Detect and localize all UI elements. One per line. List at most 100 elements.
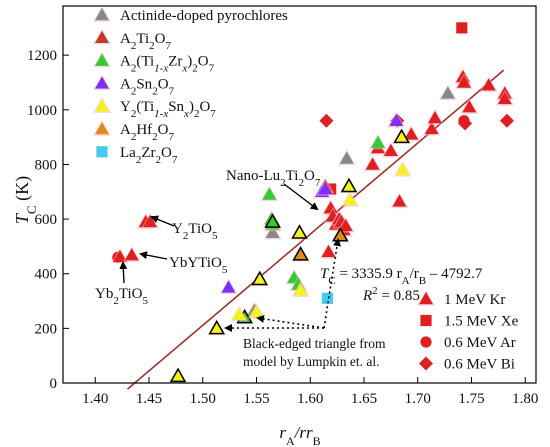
arrow-ybytio5 bbox=[139, 251, 168, 260]
x-tick-label: 1.65 bbox=[351, 391, 377, 407]
ion-legend: 1 MeV Kr 1.5 MeV Xe 0.6 MeV Ar 0.6 MeV Bi bbox=[417, 290, 519, 373]
data-point-y_sn bbox=[232, 307, 247, 320]
legend-marker-la_zr bbox=[96, 146, 108, 158]
data-point-a2ti2o7 bbox=[124, 248, 139, 261]
x-axis-label: rA/rrB bbox=[279, 423, 320, 447]
data-point-a2ti2o7 bbox=[499, 113, 514, 128]
arrow-nano-1 bbox=[283, 183, 319, 211]
data-point-y_sn bbox=[293, 283, 308, 296]
legend-marker-y_sn bbox=[95, 99, 109, 112]
annotation-yb2tio5: Yb2TiO5 bbox=[95, 286, 148, 307]
legend-label-la_zr: La2Zr2O7 bbox=[120, 145, 178, 166]
data-point-y_sn bbox=[393, 128, 410, 144]
legend-ion-label: 1 MeV Kr bbox=[444, 292, 505, 308]
y-tick-label: 1200 bbox=[27, 48, 57, 64]
annotation-lumpkin-2: model by Lumpkin et. al. bbox=[243, 354, 379, 369]
legend-label-actinide: Actinide-doped pyrochlores bbox=[120, 8, 288, 24]
data-point-a2ti2o7 bbox=[427, 111, 442, 124]
data-point-la_zr bbox=[321, 292, 334, 304]
y-tick-label: 200 bbox=[35, 321, 58, 337]
data-point-a2ti2o7 bbox=[392, 194, 407, 207]
annotation-nano-lu2ti2o7: Nano-Lu2Ti2O7 bbox=[226, 168, 321, 189]
x-tick-label: 1.70 bbox=[405, 391, 431, 407]
data-point-a2ti2o7 bbox=[338, 218, 353, 232]
legend-ion-label: 0.6 MeV Ar bbox=[444, 335, 516, 351]
data-point-a2ti2o7 bbox=[481, 78, 496, 91]
data-point-a2ti2o7 bbox=[424, 121, 439, 135]
data-point-y_sn bbox=[291, 224, 308, 239]
data-point-sn bbox=[318, 182, 333, 195]
annotation-lumpkin-1: Black-edged triangle from bbox=[243, 336, 386, 351]
legend-label-sn: A2Sn2O7 bbox=[120, 76, 175, 97]
data-point-y_sn bbox=[340, 177, 358, 193]
y-tick-label: 400 bbox=[35, 267, 58, 283]
legend-ion-triangle bbox=[419, 292, 433, 305]
legend-marker-zr bbox=[95, 53, 109, 66]
legend-ion-diamond bbox=[419, 356, 433, 371]
y-tick-label: 600 bbox=[35, 212, 58, 228]
legend-marker-a2ti2o7 bbox=[95, 30, 109, 44]
data-point-sn bbox=[221, 280, 236, 293]
data-point-zr bbox=[370, 135, 385, 148]
x-tick-label: 1.80 bbox=[512, 391, 538, 407]
data-point-y_sn bbox=[249, 304, 264, 318]
r-squared: R2 = 0.85 bbox=[362, 285, 420, 304]
data-point-actinide bbox=[265, 225, 280, 238]
data-point-zr bbox=[264, 213, 281, 228]
arrow-y2tio5 bbox=[150, 215, 175, 227]
legend-ion-label: 1.5 MeV Xe bbox=[444, 314, 519, 330]
data-point-sn bbox=[389, 113, 404, 126]
x-tick-label: 1.55 bbox=[243, 391, 269, 407]
data-point-a2ti2o7 bbox=[462, 100, 477, 113]
legend-label-zr: A2(Ti1-xZrx)2O7 bbox=[120, 54, 215, 75]
data-point-a2ti2o7 bbox=[321, 244, 336, 258]
data-point-actinide bbox=[339, 151, 354, 164]
data-points bbox=[110, 22, 514, 383]
data-point-a2ti2o7 bbox=[112, 249, 127, 263]
legend-label-hf: A2Hf2O7 bbox=[120, 122, 175, 143]
data-point-a2ti2o7 bbox=[456, 75, 471, 88]
data-point-a2ti2o7 bbox=[383, 143, 398, 157]
series-legend: Actinide-doped pyrochlores A2Ti2O7A2(Ti1-… bbox=[93, 6, 288, 166]
y-tick-label: 1000 bbox=[27, 103, 57, 119]
plot-frame bbox=[62, 5, 537, 384]
x-tick-label: 1.75 bbox=[458, 391, 484, 407]
data-point-a2ti2o7 bbox=[497, 91, 512, 105]
data-point-a2ti2o7 bbox=[458, 116, 473, 131]
legend-label-a2ti2o7: A2Ti2O7 bbox=[120, 31, 172, 52]
data-point-a2ti2o7 bbox=[143, 214, 158, 228]
data-point-y_sn bbox=[208, 319, 226, 335]
x-tick-label: 1.60 bbox=[297, 391, 323, 407]
legend-marker-sn bbox=[95, 76, 109, 89]
x-tick-label: 1.40 bbox=[82, 391, 108, 407]
legend-marker-actinide bbox=[95, 8, 109, 21]
legend-label-y_sn: Y2(Ti1-xSnx)2O7 bbox=[120, 99, 216, 120]
data-point-actinide bbox=[440, 86, 455, 99]
legend-ion-label: 0.6 MeV Bi bbox=[444, 357, 515, 373]
legend-marker-hf bbox=[95, 122, 109, 135]
data-point-y_sn bbox=[251, 270, 269, 286]
data-point-y_sn bbox=[169, 367, 187, 383]
arrow-yb2tio5 bbox=[119, 261, 128, 284]
annotation-ybytio5: YbYTiO5 bbox=[169, 255, 228, 276]
x-tick-label: 1.50 bbox=[190, 391, 216, 407]
data-point-a2ti2o7 bbox=[456, 22, 468, 34]
legend-ion-square bbox=[420, 314, 432, 327]
data-point-y_sn bbox=[395, 162, 410, 176]
data-point-y_sn bbox=[343, 192, 358, 206]
fit-equation: TC = 3335.9 rA/rB – 4792.7 bbox=[320, 266, 483, 287]
data-point-a2ti2o7 bbox=[319, 113, 334, 128]
data-point-a2ti2o7 bbox=[404, 127, 419, 140]
data-point-a2ti2o7 bbox=[365, 157, 380, 170]
tick-labels: 1.40 1.45 1.50 1.55 1.60 1.65 1.70 1.75 1.80 0 200… bbox=[27, 48, 538, 407]
y-tick-label: 800 bbox=[35, 157, 58, 173]
annotation-y2tio5: Y2TiO5 bbox=[172, 221, 218, 242]
data-point-hf bbox=[292, 246, 309, 261]
lumpkin-pointer-2 bbox=[256, 314, 325, 329]
legend-ion-circle bbox=[420, 336, 432, 348]
axes bbox=[62, 5, 537, 384]
x-tick-label: 1.45 bbox=[136, 391, 162, 407]
data-point-zr bbox=[262, 187, 277, 200]
y-axis-label: TC (K) bbox=[12, 176, 39, 224]
